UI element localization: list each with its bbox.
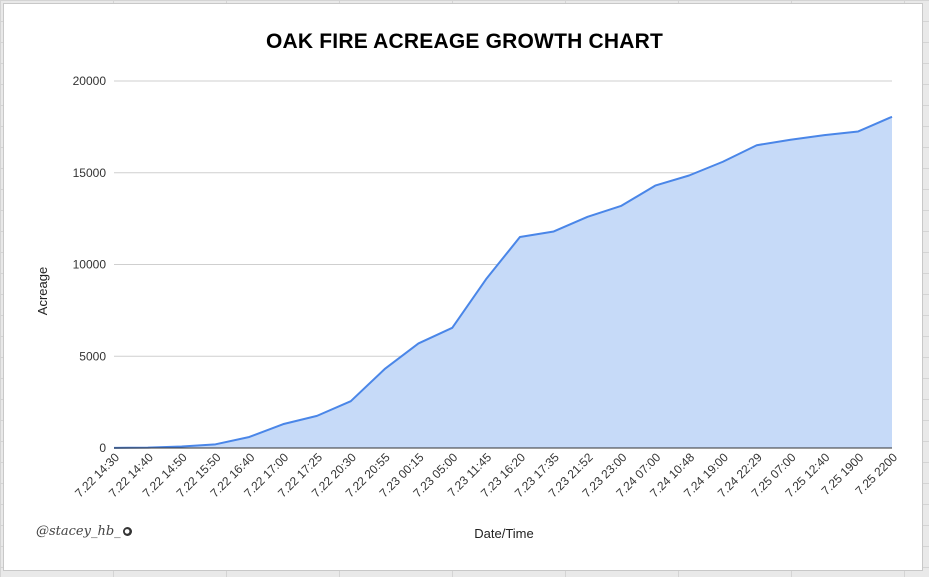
series-line xyxy=(113,115,893,449)
watermark-handle: @stacey_hb_ xyxy=(36,524,121,539)
y-tick-label: 5000 xyxy=(79,349,106,363)
y-tick-label: 20000 xyxy=(73,74,107,88)
twitter-icon: ● xyxy=(122,527,132,536)
y-tick-label: 10000 xyxy=(73,258,107,272)
y-tick-label: 15000 xyxy=(73,166,107,180)
chart-title: OAK FIRE ACREAGE GROWTH CHART xyxy=(265,30,663,53)
x-tick-labels: 7.22 14:307.22 14:407.22 14:507.22 15:50… xyxy=(72,450,900,500)
y-tick-label: 0 xyxy=(99,441,106,455)
y-axis-label: Acreage xyxy=(35,267,50,315)
watermark: @stacey_hb_ ● xyxy=(36,524,132,539)
area-layer xyxy=(113,115,893,449)
y-tick-labels: 0 5000 10000 15000 20000 xyxy=(73,74,107,455)
x-axis-label: Date/Time xyxy=(474,526,533,541)
area-fill xyxy=(114,116,892,448)
